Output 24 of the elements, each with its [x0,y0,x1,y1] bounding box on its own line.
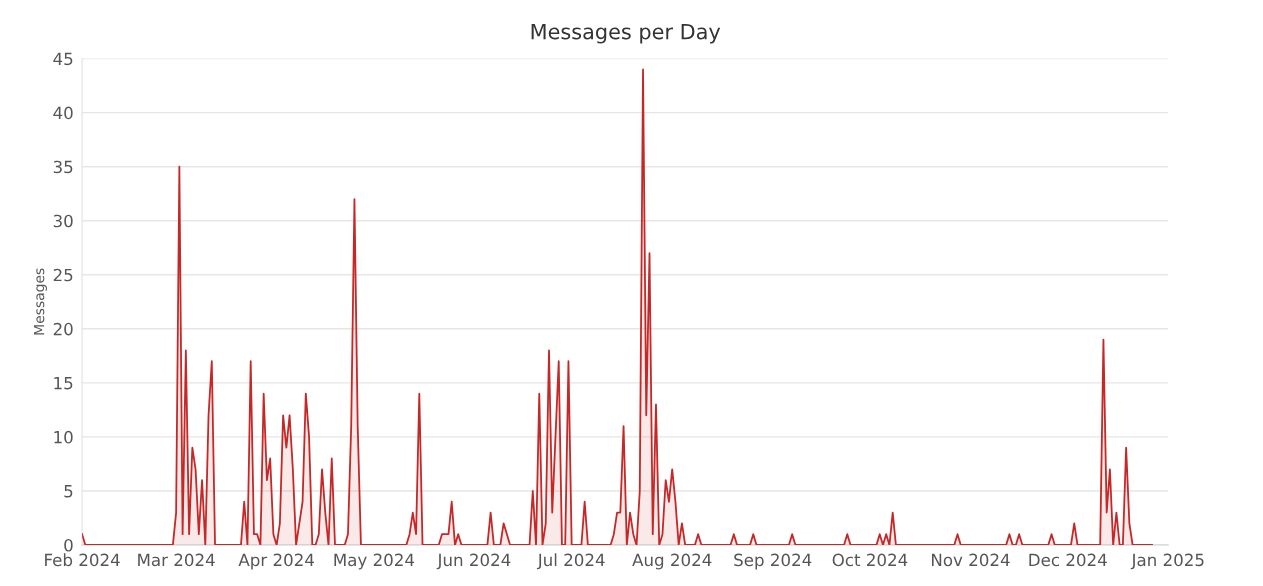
y-tick-label: 35 [53,160,73,174]
y-tick-label: 0 [64,538,73,552]
y-tick-label: 30 [53,214,73,228]
x-tick-label: Jul 2024 [536,553,605,570]
y-tick-label: 15 [54,377,73,390]
x-tick-label: Aug 2024 [632,553,712,570]
x-tick-label: Dec 2024 [1029,553,1107,567]
x-tick-label: Jan 2025 [1130,553,1204,570]
x-tick-label: Apr 2024 [238,553,314,570]
y-tick-label: 5 [64,485,73,498]
x-tick-label: Nov 2024 [932,553,1010,567]
x-tick-label: May 2024 [334,553,415,570]
x-tick-label: Jun 2024 [436,553,511,570]
y-tick-label: 40 [53,106,73,120]
x-tick-label: Feb 2024 [45,553,120,567]
y-tick-label: 45 [53,52,73,66]
chart-title: Messages per Day [531,23,721,44]
y-tick-label: 25 [53,268,73,282]
x-tick-label: Mar 2024 [138,553,215,567]
y-axis-title: Messages [33,268,47,335]
y-tick-label: 20 [53,322,73,336]
y-tick-label: 10 [54,430,73,444]
x-tick-label: Oct 2024 [832,553,908,567]
x-tick-label: Sep 2024 [734,553,812,570]
